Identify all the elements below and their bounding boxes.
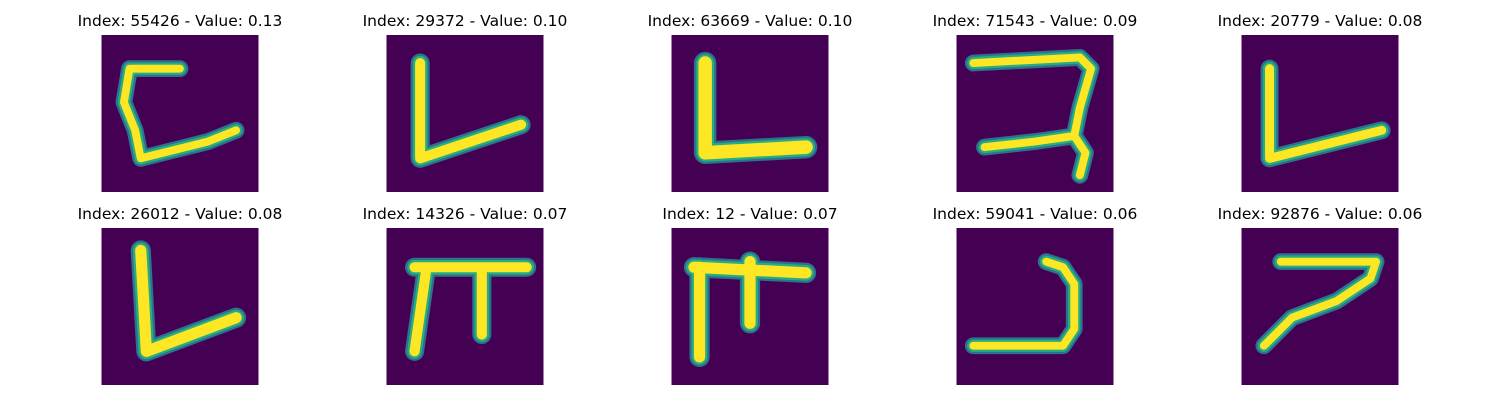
glyph-image-bracket-left-with-tail — [101, 35, 259, 192]
panel-title: Index: 71543 - Value: 0.09 — [932, 12, 1138, 30]
panel-title: Index: 12 - Value: 0.07 — [662, 205, 838, 223]
panel-title: Index: 59041 - Value: 0.06 — [932, 205, 1138, 223]
glyph-image-block-l — [671, 35, 829, 192]
panel-title: Index: 55426 - Value: 0.13 — [77, 12, 283, 30]
glyph-image-v-shaped-l — [101, 228, 259, 385]
panel-title: Index: 92876 - Value: 0.06 — [1217, 205, 1423, 223]
glyph-image-thin-l — [1241, 35, 1399, 192]
panel-title: Index: 29372 - Value: 0.10 — [362, 12, 568, 30]
glyph-image-tilted-l — [386, 35, 544, 192]
panel-title: Index: 26012 - Value: 0.08 — [77, 205, 283, 223]
panel-title: Index: 63669 - Value: 0.10 — [647, 12, 853, 30]
panel-title: Index: 14326 - Value: 0.07 — [362, 205, 568, 223]
glyph-image-hook-character — [956, 35, 1114, 192]
glyph-image-reversed-c — [956, 228, 1114, 385]
glyph-image-seven-shape — [1241, 228, 1399, 385]
glyph-image-pi-character-bold — [671, 228, 829, 385]
panel-title: Index: 20779 - Value: 0.08 — [1217, 12, 1423, 30]
glyph-image-pi-character — [386, 228, 544, 385]
